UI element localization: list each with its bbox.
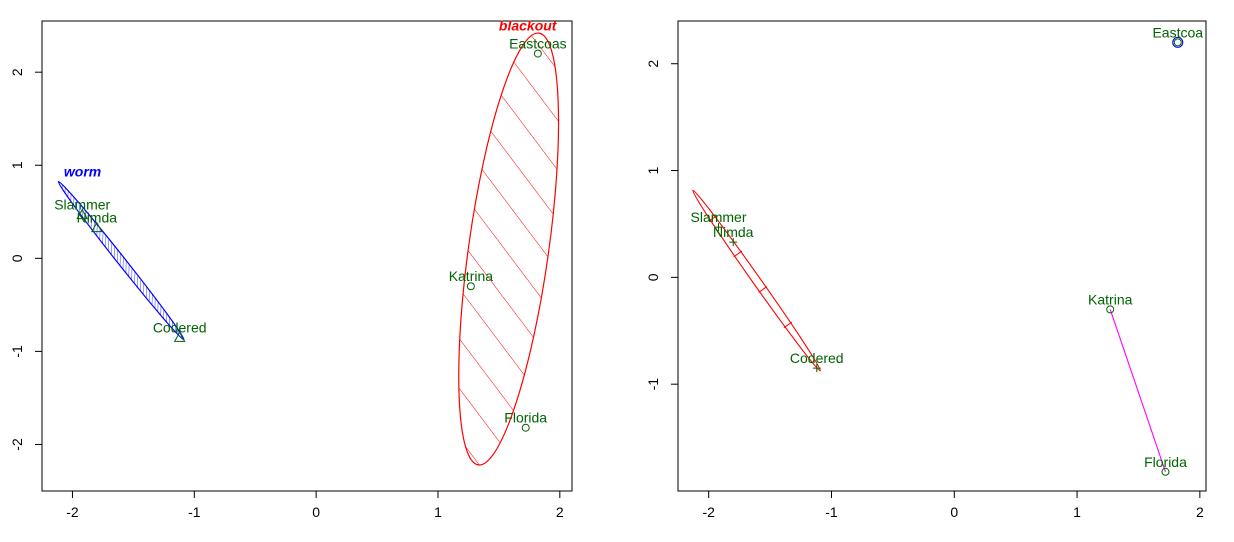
point-label: Nimda <box>713 224 754 240</box>
right-x-tick-label: -1 <box>825 504 838 520</box>
ellipse-tick <box>733 250 743 258</box>
point-marker <box>173 331 186 342</box>
right-x-tick-label: -2 <box>702 504 715 520</box>
left-x-tick-label: -1 <box>188 504 201 520</box>
point-marker <box>90 221 103 233</box>
left-y-tick-label: 0 <box>9 254 25 262</box>
point-label: Eastcoas <box>509 36 567 52</box>
ellipse-tick <box>708 215 718 222</box>
ellipse-tick <box>758 286 768 293</box>
left-y-tick-label: -1 <box>9 345 25 358</box>
blackout-ellipse <box>458 32 560 466</box>
eastcoa-circle <box>1172 36 1184 48</box>
point-marker <box>714 223 723 232</box>
left-x-tick-label: 0 <box>312 504 320 520</box>
right-y-tick-label: 0 <box>645 273 661 281</box>
point-marker <box>533 49 542 58</box>
point-marker <box>1173 38 1182 47</box>
point-label: Codered <box>153 319 207 335</box>
point-label: Codered <box>790 350 844 366</box>
point-marker <box>521 423 530 432</box>
point-label: Nimda <box>77 210 118 226</box>
worm-ellipse <box>692 189 821 372</box>
worm-group-label: worm <box>64 163 101 179</box>
katrina-florida-segment <box>1109 309 1166 472</box>
blackout-group-label: blackout <box>499 17 558 33</box>
point-label: Florida <box>504 410 547 426</box>
point-label: Slammer <box>691 209 747 225</box>
left-y-tick-label: 2 <box>9 68 25 76</box>
point-label: Katrina <box>1088 291 1133 307</box>
point-label: Florida <box>1144 454 1187 470</box>
point-marker <box>466 282 475 291</box>
left-y-tick-label: -2 <box>9 438 25 451</box>
right-plot-frame <box>677 20 1207 492</box>
point-label: Eastcoa <box>1152 24 1203 40</box>
left-x-tick-label: -2 <box>66 504 79 520</box>
point-label: Katrina <box>449 268 494 284</box>
right-y-tick-label: -1 <box>645 378 661 391</box>
right-x-tick-label: 0 <box>950 504 958 520</box>
right-x-tick-label: 2 <box>1196 504 1204 520</box>
right-x-tick-label: 1 <box>1073 504 1081 520</box>
point-marker <box>76 208 89 220</box>
point-marker <box>1106 305 1115 314</box>
left-plot: -2 -1 0 1 2 -2 -1 0 1 2 worm blackout Eastcoas Slamme… <box>9 17 573 520</box>
left-plot-frame <box>41 20 573 492</box>
left-x-tick-label: 1 <box>434 504 442 520</box>
left-x-tick-label: 2 <box>556 504 564 520</box>
right-y-tick-label: 1 <box>645 166 661 174</box>
point-marker <box>1161 467 1170 476</box>
point-marker <box>812 364 821 373</box>
ellipse-tick <box>783 321 793 329</box>
point-label: Slammer <box>54 197 110 213</box>
left-y-tick-label: 1 <box>9 161 25 169</box>
point-marker <box>729 238 738 247</box>
right-y-tick-label: 2 <box>645 60 661 68</box>
